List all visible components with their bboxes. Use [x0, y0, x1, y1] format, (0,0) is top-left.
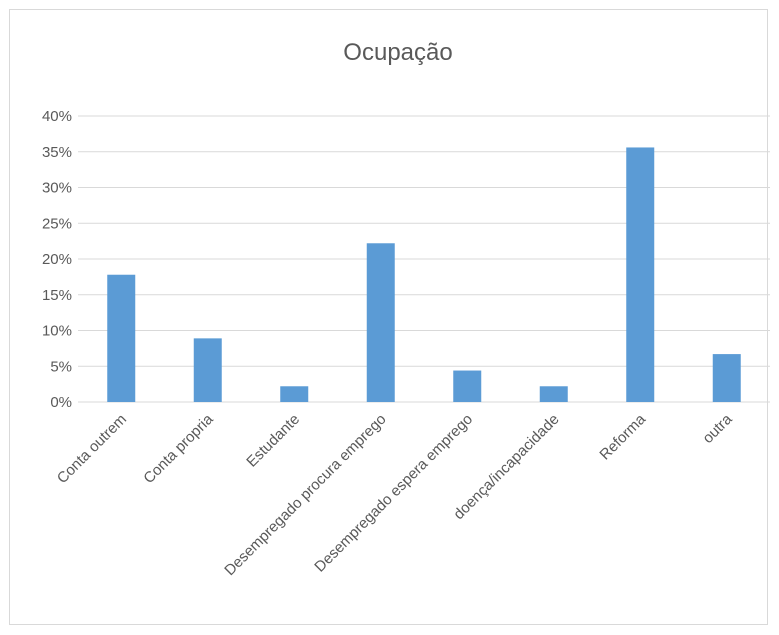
y-axis-tick-labels: 0% 5% 10% 15% 20% 25% 30% 35% 40%	[42, 108, 72, 411]
bar	[193, 338, 222, 402]
bar	[280, 386, 309, 402]
bar	[539, 386, 568, 402]
x-category-label: Desempregado procura emprego	[221, 411, 389, 579]
x-category-label: Estudante	[243, 411, 303, 471]
bar	[453, 370, 482, 402]
y-tick-label: 5%	[50, 358, 72, 375]
gridlines	[78, 115, 770, 403]
bars	[107, 147, 741, 402]
y-tick-label: 10%	[42, 323, 72, 340]
x-category-label: Desempregado espera emprego	[311, 411, 476, 576]
bar	[712, 354, 741, 402]
y-tick-label: 40%	[42, 108, 72, 125]
bar	[366, 243, 395, 402]
y-tick-label: 15%	[42, 287, 72, 304]
x-category-label: outra	[699, 410, 736, 447]
y-tick-label: 25%	[42, 215, 72, 232]
y-tick-label: 30%	[42, 180, 72, 197]
x-category-label: Conta outrem	[54, 411, 130, 487]
bar	[107, 274, 136, 402]
y-tick-label: 0%	[50, 394, 72, 411]
y-tick-label: 35%	[42, 144, 72, 161]
chart-title: Ocupação	[343, 39, 452, 66]
bar	[626, 147, 655, 402]
x-axis-category-labels: Conta outrem Conta propria EstudanteDesemp…	[54, 410, 736, 579]
y-tick-label: 20%	[42, 251, 72, 268]
x-category-label: Conta propria	[140, 410, 217, 487]
x-category-label: Reforma	[596, 410, 649, 463]
